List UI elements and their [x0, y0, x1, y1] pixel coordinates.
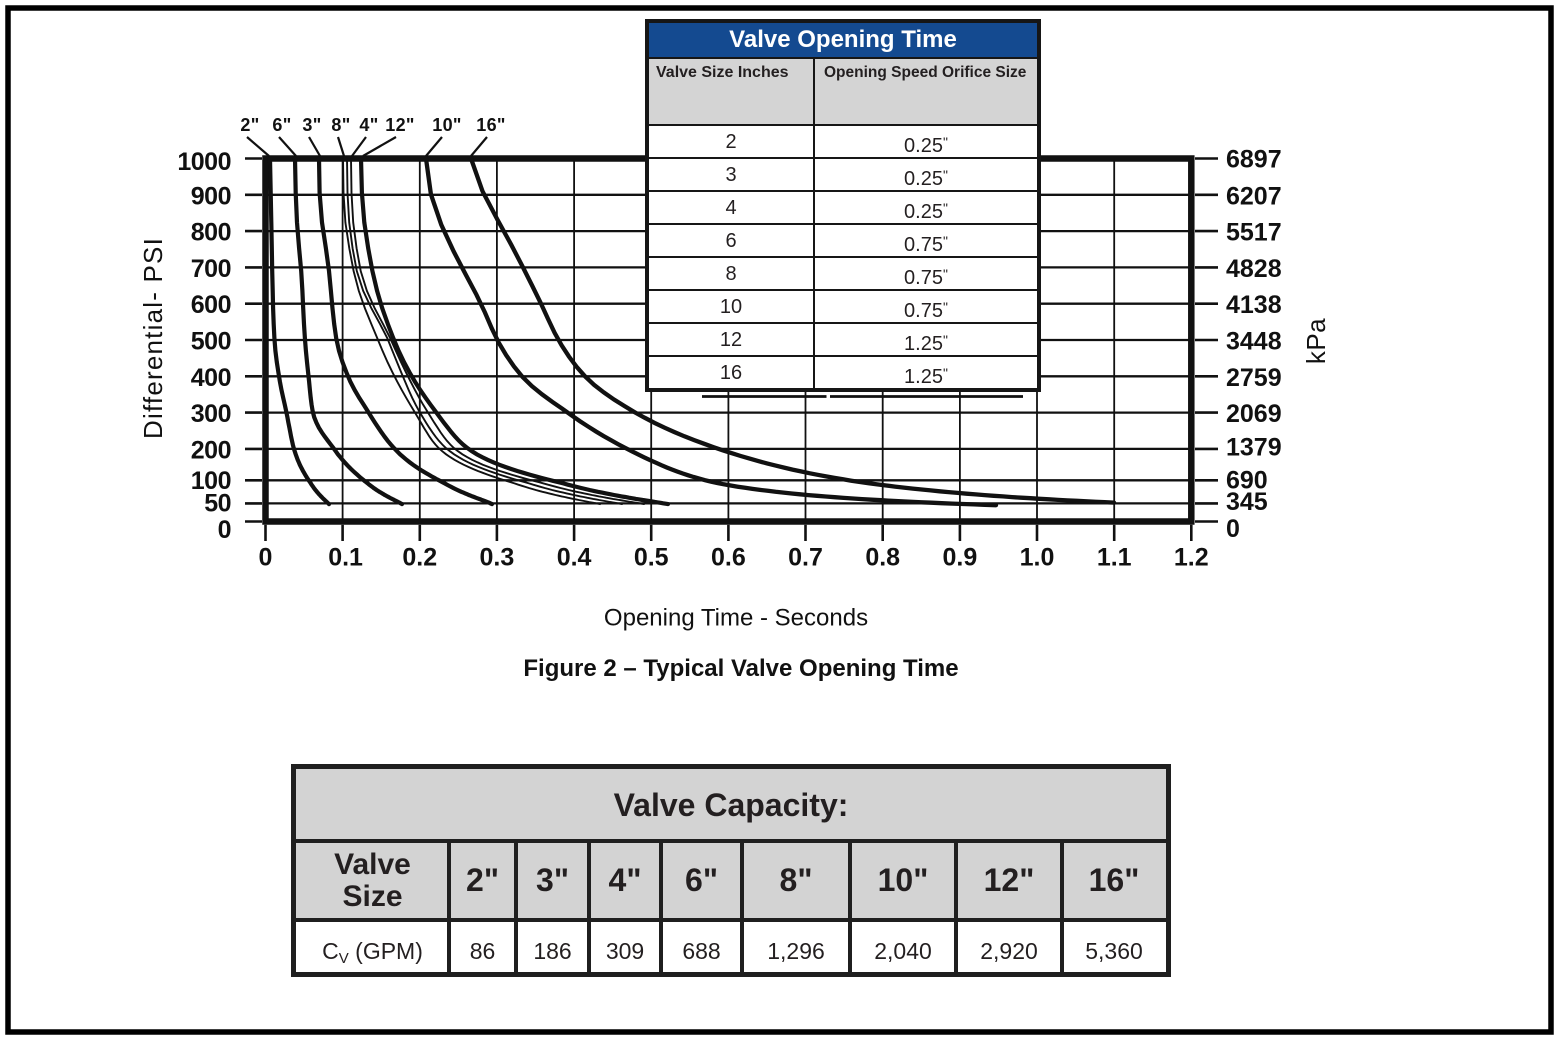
svg-text:0.4: 0.4 — [557, 544, 592, 572]
svg-text:1.0: 1.0 — [1020, 544, 1055, 572]
svg-text:8": 8" — [331, 115, 350, 135]
svg-text:0.6: 0.6 — [711, 544, 746, 572]
svg-text:0.5: 0.5 — [634, 544, 669, 572]
svg-text:12": 12" — [385, 115, 414, 135]
svg-text:345: 345 — [1226, 488, 1268, 516]
svg-text:690: 690 — [1226, 466, 1268, 494]
svg-text:6897: 6897 — [1226, 146, 1282, 174]
svg-text:3": 3" — [302, 115, 321, 135]
svg-text:kPa: kPa — [1301, 318, 1331, 364]
svg-text:0: 0 — [259, 544, 273, 572]
svg-text:0.8: 0.8 — [865, 544, 900, 572]
svg-text:500: 500 — [191, 328, 231, 356]
svg-text:0: 0 — [1226, 515, 1240, 543]
svg-text:50: 50 — [204, 489, 231, 517]
svg-text:100: 100 — [191, 467, 231, 495]
svg-text:0.1: 0.1 — [328, 544, 363, 572]
svg-text:4828: 4828 — [1226, 255, 1282, 283]
svg-text:600: 600 — [191, 291, 231, 319]
svg-text:6": 6" — [272, 115, 291, 135]
svg-text:0.2: 0.2 — [402, 544, 437, 572]
svg-text:3448: 3448 — [1226, 328, 1282, 356]
svg-text:0.3: 0.3 — [480, 544, 515, 572]
svg-text:900: 900 — [191, 182, 231, 210]
svg-text:1000: 1000 — [177, 148, 231, 176]
svg-text:0.7: 0.7 — [788, 544, 823, 572]
svg-text:2": 2" — [240, 115, 259, 135]
svg-text:700: 700 — [191, 255, 231, 283]
svg-text:4138: 4138 — [1226, 291, 1282, 319]
svg-text:200: 200 — [191, 436, 231, 464]
svg-text:Opening Time - Seconds: Opening Time - Seconds — [604, 605, 868, 632]
svg-text:1379: 1379 — [1226, 433, 1282, 461]
svg-text:1.1: 1.1 — [1097, 544, 1132, 572]
svg-text:Differential- PSI: Differential- PSI — [138, 237, 168, 439]
svg-text:10": 10" — [432, 115, 461, 135]
svg-text:800: 800 — [191, 219, 231, 247]
svg-text:300: 300 — [191, 400, 231, 428]
svg-text:6207: 6207 — [1226, 182, 1282, 210]
svg-text:0.9: 0.9 — [943, 544, 978, 572]
svg-text:4": 4" — [359, 115, 378, 135]
svg-text:2759: 2759 — [1226, 364, 1282, 392]
svg-text:2069: 2069 — [1226, 400, 1282, 428]
svg-text:5517: 5517 — [1226, 219, 1282, 247]
svg-text:0: 0 — [218, 516, 231, 544]
svg-text:1.2: 1.2 — [1174, 544, 1209, 572]
svg-text:400: 400 — [191, 364, 231, 392]
svg-text:16": 16" — [476, 115, 505, 135]
svg-text:Figure 2 – Typical Valve Openi: Figure 2 – Typical Valve Opening Time — [523, 655, 958, 682]
